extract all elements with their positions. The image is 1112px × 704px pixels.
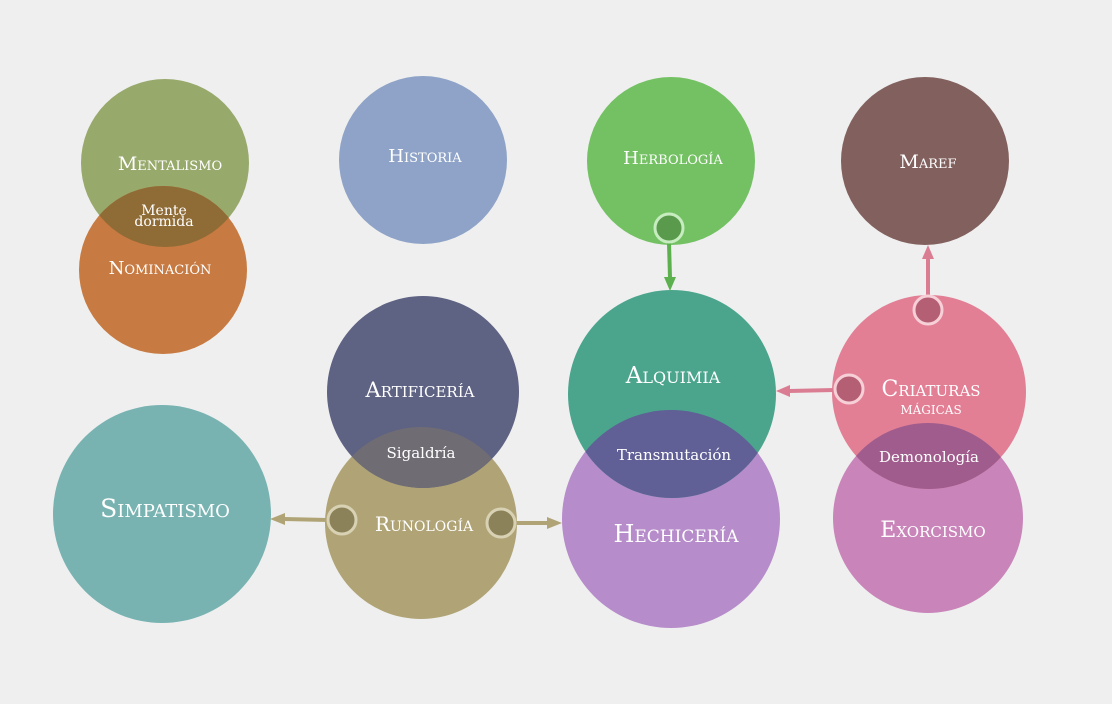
label-herbologia: Herbología — [623, 148, 723, 169]
label-mente-dormida-line1: Mente — [141, 203, 187, 219]
label-runologia: Runología — [375, 512, 474, 536]
label-transmutacion: Transmutación — [617, 446, 732, 464]
connector-herbologia — [653, 212, 685, 244]
circle-simpatismo — [53, 405, 271, 623]
overlap-mente-dormida — [81, 186, 247, 247]
circle-herbologia — [587, 77, 755, 245]
overlap-demonologia — [833, 423, 1023, 489]
label-historia: Historia — [388, 146, 462, 167]
arrow-criaturas-to-maref — [922, 245, 934, 295]
label-exorcismo: Exorcismo — [880, 518, 985, 543]
label-sigaldria: Sigaldría — [387, 444, 456, 462]
arrow-criaturas-to-alquimia — [776, 385, 835, 397]
connector-criaturas-left — [833, 373, 865, 405]
circle-maref — [841, 77, 1009, 245]
label-demonologia: Demonología — [879, 448, 979, 466]
label-nominacion: Nominación — [109, 258, 212, 279]
label-criaturas-line1: Criaturas — [881, 377, 980, 402]
label-criaturas-line2: mágicas — [900, 399, 961, 419]
label-maref: Maref — [899, 151, 956, 173]
connector-runologia-left — [326, 504, 358, 536]
overlap-transmutacion — [568, 410, 776, 498]
arrow-runologia-to-hechiceria — [516, 517, 562, 529]
circle-historia — [339, 76, 507, 244]
label-mente-dormida-line2: dormida — [134, 214, 193, 230]
connector-criaturas-top — [912, 294, 944, 326]
label-alquimia: Alquimia — [625, 363, 721, 389]
label-simpatismo: Simpatismo — [100, 494, 230, 523]
arrow-runologia-to-simpatismo — [270, 513, 329, 525]
arrow-herbologia-to-alquimia — [664, 242, 676, 291]
connector-runologia-right — [485, 507, 517, 539]
label-mentalismo: Mentalismo — [118, 153, 222, 175]
label-artificeria: Artificería — [365, 378, 475, 402]
label-hechiceria: Hechicería — [613, 520, 739, 548]
